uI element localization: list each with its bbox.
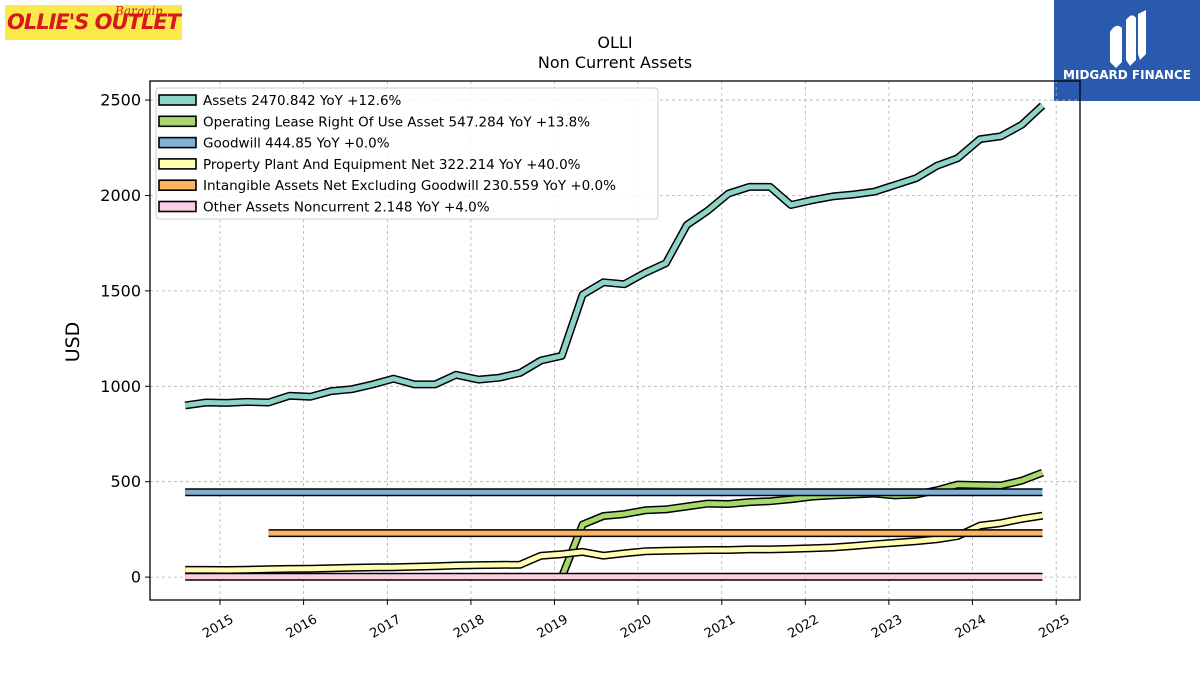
x-tick-label: 2022 [785,612,821,642]
logo-tagline: Bargain [115,4,164,18]
logo-name: MIDGARD FINANCE [1063,68,1191,82]
series-operating-lease-right-of-use-asset [558,468,1044,579]
series-line [185,513,1043,573]
y-tick-label: 0 [131,568,141,587]
x-tick-label: 2025 [1036,612,1072,642]
series-property-plant-and-equipment-net [185,511,1044,574]
midgard-mark-icon [1110,10,1146,68]
legend-entry: Operating Lease Right Of Use Asset 547.2… [203,114,590,130]
series-lines [184,102,1046,581]
legend-entry: Other Assets Noncurrent 2.148 YoY +4.0% [203,200,490,216]
legend-entry: Intangible Assets Net Excluding Goodwill… [203,178,616,194]
logo-brand: OLLIE'S OUTLET [7,10,181,34]
x-tick-label: 2023 [869,612,905,642]
legend-box [155,87,659,220]
legend: Assets 2470.842 YoY +12.6% Operating Leas… [155,87,659,220]
x-tick-label: 2015 [200,612,236,642]
y-tick-label: 500 [110,472,141,491]
series-assets [184,102,1046,410]
chart-subtitle: Non Current Assets [538,53,692,72]
y-tick-label: 2500 [100,91,141,110]
x-tick-label: 2016 [284,612,320,642]
plot-frame [149,80,1081,601]
legend-entry: Assets 2470.842 YoY +12.6% [203,93,402,109]
x-tick-label: 2018 [451,612,487,642]
legend-swatch [158,200,197,213]
x-tick-label: 2019 [535,612,571,642]
y-tick-label: 1500 [100,281,141,300]
series-line [184,103,1045,408]
legend-entry: Property Plant And Equipment Net 322.214… [203,157,581,173]
legend-swatch [158,136,197,149]
legend-swatch [158,158,197,170]
legend-swatch [158,94,197,106]
x-tick-label: 2024 [953,612,989,642]
legend-entry: Goodwill 444.85 YoY +0.0% [203,136,390,152]
legend-swatch [158,179,197,191]
y-tick-label: 1000 [100,377,141,396]
x-tick-label: 2021 [702,612,738,642]
x-tick-label: 2017 [368,612,404,642]
chart-title: OLLI [597,33,632,52]
y-tick-label: 2000 [100,186,141,205]
y-axis-label: USD [62,322,84,363]
x-tick-label: 2020 [618,612,654,642]
midgard-finance-logo: MIDGARD FINANCE [1054,0,1200,101]
ollies-logo: Bargain OLLIE'S OUTLET [5,4,182,40]
series-line [559,470,1044,579]
legend-swatch [158,115,197,128]
